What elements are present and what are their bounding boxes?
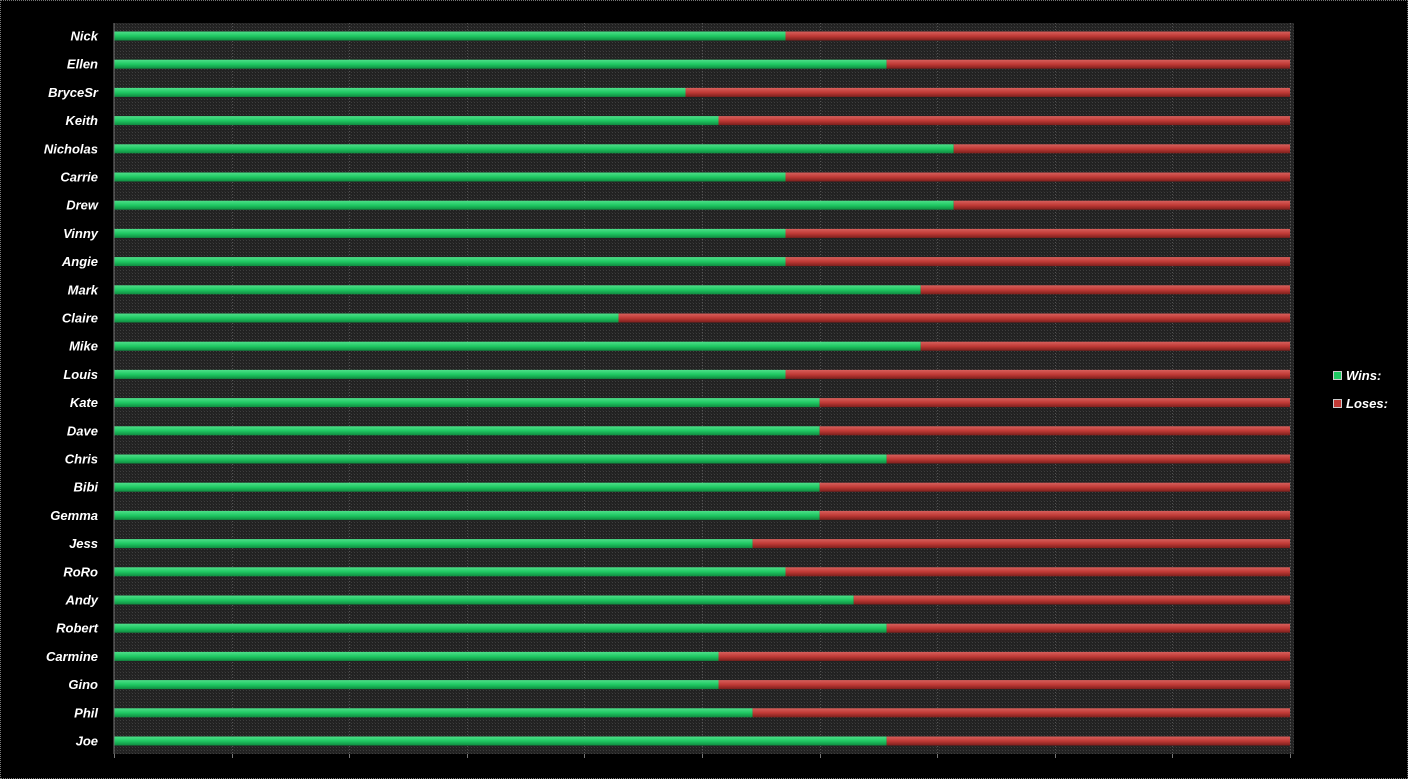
bar-wins-chris[interactable] — [114, 454, 887, 464]
category-label: Nicholas — [44, 141, 98, 156]
bar-loses-dave[interactable] — [819, 426, 1290, 436]
category-label: Vinny — [63, 226, 99, 241]
bar-loses-roro[interactable] — [785, 567, 1291, 577]
bar-wins-nick[interactable] — [114, 31, 786, 41]
legend-item-loses[interactable]: Loses: — [1333, 394, 1403, 412]
bar-loses-nicholas[interactable] — [953, 144, 1290, 154]
bar-wins-claire[interactable] — [114, 313, 619, 323]
bar-wins-gemma[interactable] — [114, 510, 820, 520]
bar-wins-gino[interactable] — [114, 680, 719, 690]
category-labels: Nick Ellen BryceSr Keith Nicholas Carrie Drew V… — [44, 29, 99, 749]
category-label: Mark — [68, 282, 99, 297]
bar-wins-drew[interactable] — [114, 200, 954, 210]
bar-loses-drew[interactable] — [953, 200, 1290, 210]
bar-wins-joe[interactable] — [114, 736, 887, 746]
bar-wins-andy[interactable] — [114, 595, 854, 605]
bar-loses-kate[interactable] — [819, 398, 1290, 408]
legend-label-loses: Loses: — [1346, 395, 1388, 411]
category-label: Dave — [67, 423, 98, 438]
category-label: Andy — [65, 593, 99, 608]
bar-loses-gemma[interactable] — [819, 510, 1290, 520]
plot-area — [114, 23, 1294, 754]
category-label: Gino — [68, 677, 98, 692]
bar-wins-nicholas[interactable] — [114, 144, 954, 154]
bar-loses-claire[interactable] — [618, 313, 1291, 323]
bar-loses-phil[interactable] — [752, 708, 1290, 718]
bar-loses-mark[interactable] — [920, 285, 1290, 295]
bar-wins-dave[interactable] — [114, 426, 820, 436]
bar-wins-keith[interactable] — [114, 116, 719, 126]
bar-wins-jess[interactable] — [114, 539, 753, 549]
bar-loses-nick[interactable] — [785, 31, 1291, 41]
category-label: Joe — [76, 734, 98, 749]
bar-loses-mike[interactable] — [920, 341, 1290, 351]
bar-loses-carmine[interactable] — [718, 651, 1291, 661]
bar-loses-louis[interactable] — [785, 369, 1291, 379]
category-label: Nick — [71, 29, 99, 44]
category-label: BryceSr — [48, 85, 99, 100]
bar-loses-andy[interactable] — [853, 595, 1290, 605]
category-label: Keith — [66, 113, 99, 128]
legend-swatch-loses — [1333, 398, 1342, 408]
bar-wins-brycesr[interactable] — [114, 87, 686, 97]
category-label: Carrie — [60, 170, 98, 185]
category-label: Robert — [56, 621, 99, 636]
bar-wins-carmine[interactable] — [114, 651, 719, 661]
bar-loses-brycesr[interactable] — [685, 87, 1291, 97]
category-label: Kate — [70, 395, 98, 410]
bar-loses-keith[interactable] — [718, 116, 1291, 126]
category-label: RoRo — [63, 564, 98, 579]
category-label: Chris — [65, 452, 98, 467]
bar-loses-carrie[interactable] — [785, 172, 1291, 182]
bar-wins-roro[interactable] — [114, 567, 786, 577]
bar-loses-bibi[interactable] — [819, 482, 1290, 492]
bar-wins-louis[interactable] — [114, 369, 786, 379]
bar-wins-kate[interactable] — [114, 398, 820, 408]
bar-loses-angie[interactable] — [785, 257, 1291, 267]
bar-loses-joe[interactable] — [886, 736, 1290, 746]
category-label: Ellen — [67, 57, 98, 72]
bar-wins-phil[interactable] — [114, 708, 753, 718]
category-label: Gemma — [50, 508, 98, 523]
bar-wins-vinny[interactable] — [114, 228, 786, 238]
category-label: Claire — [62, 311, 98, 326]
bar-wins-mark[interactable] — [114, 285, 921, 295]
category-label: Phil — [74, 705, 98, 720]
legend-label-wins: Wins: — [1346, 367, 1382, 383]
bar-loses-chris[interactable] — [886, 454, 1290, 464]
bar-loses-jess[interactable] — [752, 539, 1290, 549]
bar-wins-ellen[interactable] — [114, 59, 887, 69]
category-label: Louis — [63, 367, 98, 382]
bar-loses-gino[interactable] — [718, 680, 1291, 690]
category-label: Jess — [69, 536, 98, 551]
bar-loses-robert[interactable] — [886, 623, 1290, 633]
bar-wins-carrie[interactable] — [114, 172, 786, 182]
category-label: Bibi — [73, 480, 98, 495]
category-label: Carmine — [46, 649, 98, 664]
bar-loses-vinny[interactable] — [785, 228, 1291, 238]
bars — [114, 31, 1291, 746]
bar-wins-robert[interactable] — [114, 623, 887, 633]
bar-loses-ellen[interactable] — [886, 59, 1290, 69]
legend: Wins: Loses: — [1333, 366, 1403, 422]
bar-wins-angie[interactable] — [114, 257, 786, 267]
legend-swatch-wins — [1333, 370, 1342, 380]
category-label: Drew — [66, 198, 99, 213]
legend-item-wins[interactable]: Wins: — [1333, 366, 1403, 384]
category-label: Angie — [61, 254, 98, 269]
category-label: Mike — [69, 339, 98, 354]
bar-wins-mike[interactable] — [114, 341, 921, 351]
bar-wins-bibi[interactable] — [114, 482, 820, 492]
